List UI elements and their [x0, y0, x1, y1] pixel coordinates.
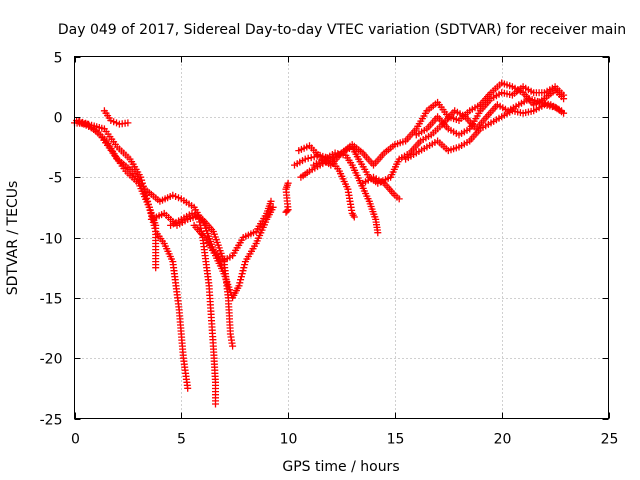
- y-tick-label: 0: [54, 111, 63, 127]
- y-axis-label: SDTVAR / TECUs: [5, 181, 21, 296]
- x-tick-label: 20: [494, 432, 512, 448]
- marker-trace: [297, 155, 358, 221]
- y-tick-label: -20: [40, 352, 63, 368]
- series-arc-n: [402, 101, 568, 163]
- marker-trace: [402, 101, 568, 163]
- x-tick-label: 0: [71, 432, 80, 448]
- y-tick-label: -25: [40, 413, 63, 429]
- series-arc-b: [73, 117, 160, 272]
- x-tick-label: 10: [280, 432, 298, 448]
- x-tick-label: 15: [387, 432, 405, 448]
- y-tick-label: -15: [40, 292, 63, 308]
- series-arc-o: [412, 83, 568, 139]
- series-arc-k: [297, 155, 358, 221]
- data-marks: [71, 79, 568, 408]
- x-axis-label: GPS time / hours: [282, 459, 399, 475]
- series-arc-m: [359, 173, 403, 203]
- marker-trace: [73, 117, 160, 272]
- marker-trace: [282, 179, 292, 216]
- x-tick-label: 25: [601, 432, 619, 448]
- x-tick-label: 5: [177, 432, 186, 448]
- y-tick-label: -10: [40, 232, 63, 248]
- series-arc-g: [190, 203, 277, 302]
- axis-ticks: 0 5 10 15 20 25 5 0 -5 -10 -15 -20 -25: [40, 51, 619, 448]
- plot-frame: [74, 56, 609, 419]
- chart-title: Day 049 of 2017, Sidereal Day-to-day VTE…: [58, 22, 626, 38]
- y-tick-label: 5: [54, 51, 63, 67]
- y-tick-label: -5: [49, 171, 63, 187]
- marker-trace: [190, 203, 277, 302]
- series-arc-d: [100, 107, 132, 128]
- marker-trace: [412, 83, 568, 139]
- series-arc-h: [282, 179, 292, 216]
- marker-trace: [100, 107, 132, 128]
- marker-trace: [359, 173, 403, 203]
